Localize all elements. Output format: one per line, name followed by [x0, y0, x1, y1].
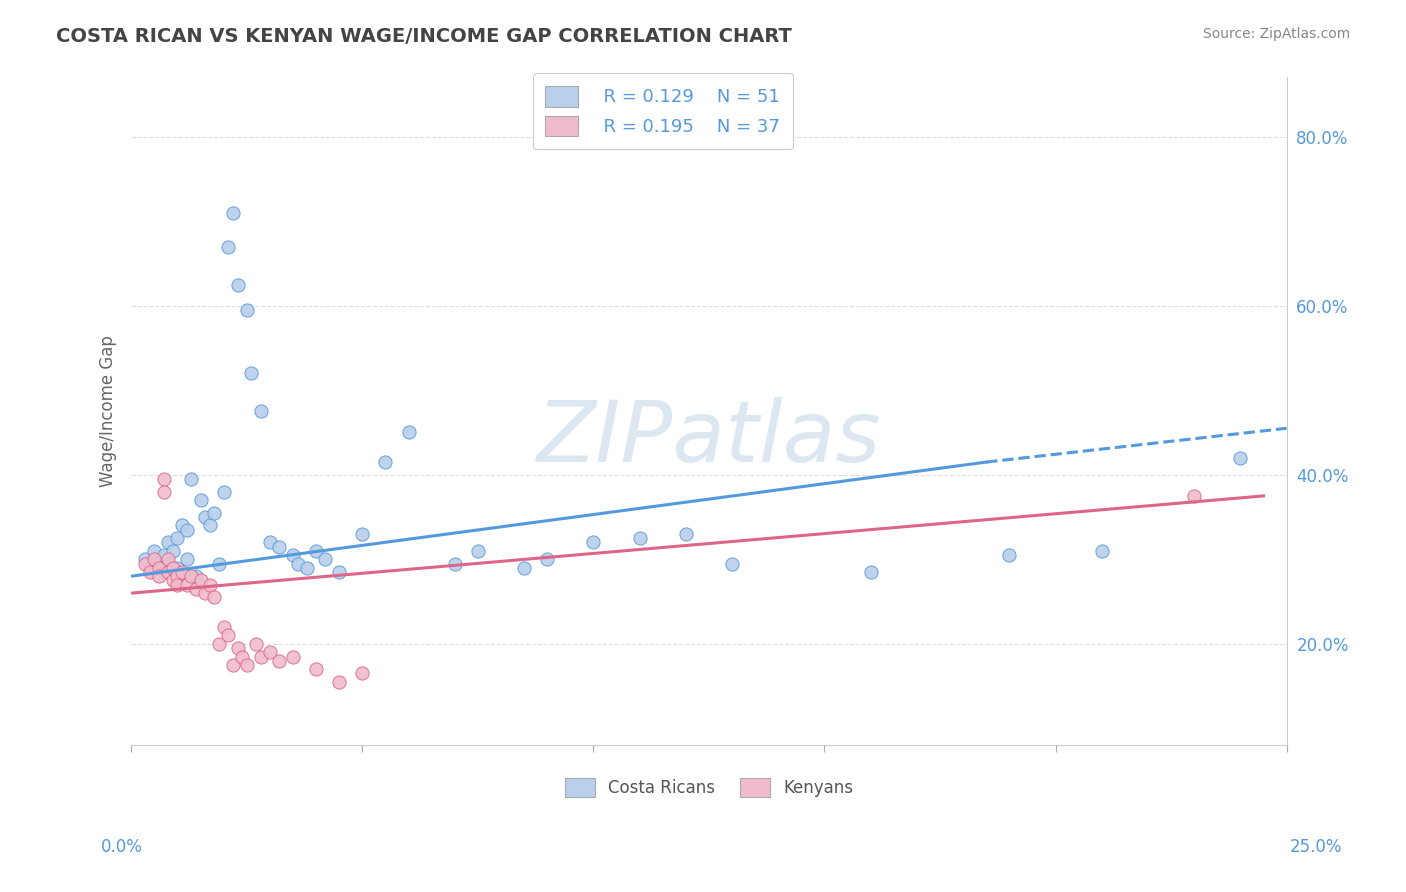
Point: [190, 574, 212, 588]
Point: [157, 565, 180, 579]
Text: Source: ZipAtlas.com: Source: ZipAtlas.com: [1202, 27, 1350, 41]
Point: [148, 561, 170, 575]
Point: [143, 544, 166, 558]
Point: [249, 404, 271, 418]
Point: [162, 574, 184, 588]
Point: [212, 620, 235, 634]
Point: [328, 674, 350, 689]
Point: [204, 506, 226, 520]
Point: [212, 484, 235, 499]
Point: [204, 591, 226, 605]
Point: [143, 552, 166, 566]
Point: [148, 557, 170, 571]
Point: [208, 557, 231, 571]
Point: [166, 569, 188, 583]
Point: [222, 657, 245, 672]
Point: [281, 649, 304, 664]
Point: [162, 561, 184, 575]
Point: [1182, 489, 1205, 503]
Point: [208, 637, 231, 651]
Point: [245, 637, 267, 651]
Point: [231, 649, 253, 664]
Point: [157, 557, 180, 571]
Legend: Costa Ricans, Kenyans: Costa Ricans, Kenyans: [558, 772, 860, 804]
Point: [134, 557, 156, 571]
Point: [240, 367, 263, 381]
Text: 25.0%: 25.0%: [1291, 838, 1343, 856]
Point: [398, 425, 420, 440]
Point: [176, 577, 198, 591]
Point: [157, 535, 180, 549]
Point: [180, 569, 202, 583]
Point: [269, 540, 291, 554]
Point: [305, 662, 328, 676]
Text: 0.0%: 0.0%: [101, 838, 143, 856]
Y-axis label: Wage/Income Gap: Wage/Income Gap: [100, 335, 117, 487]
Point: [443, 557, 465, 571]
Point: [194, 510, 217, 524]
Point: [162, 544, 184, 558]
Point: [1091, 544, 1114, 558]
Point: [148, 569, 170, 583]
Point: [138, 565, 160, 579]
Text: COSTA RICAN VS KENYAN WAGE/INCOME GAP CORRELATION CHART: COSTA RICAN VS KENYAN WAGE/INCOME GAP CO…: [56, 27, 792, 45]
Point: [287, 557, 309, 571]
Point: [1229, 450, 1251, 465]
Point: [172, 565, 194, 579]
Point: [998, 548, 1021, 562]
Point: [628, 531, 651, 545]
Point: [152, 484, 174, 499]
Point: [226, 277, 249, 292]
Point: [328, 565, 350, 579]
Point: [217, 239, 239, 253]
Point: [295, 561, 318, 575]
Point: [176, 523, 198, 537]
Point: [314, 552, 336, 566]
Point: [467, 544, 489, 558]
Point: [166, 577, 188, 591]
Point: [166, 531, 188, 545]
Point: [190, 493, 212, 508]
Point: [172, 518, 194, 533]
Point: [374, 455, 396, 469]
Point: [259, 535, 281, 549]
Point: [721, 557, 744, 571]
Point: [226, 641, 249, 656]
Point: [236, 657, 259, 672]
Point: [152, 548, 174, 562]
Point: [582, 535, 605, 549]
Point: [152, 472, 174, 486]
Point: [152, 565, 174, 579]
Point: [513, 561, 536, 575]
Point: [176, 552, 198, 566]
Point: [536, 552, 558, 566]
Point: [249, 649, 271, 664]
Point: [236, 302, 259, 317]
Point: [198, 577, 221, 591]
Point: [194, 586, 217, 600]
Point: [198, 518, 221, 533]
Point: [281, 548, 304, 562]
Point: [675, 527, 697, 541]
Point: [859, 565, 882, 579]
Point: [157, 552, 180, 566]
Point: [180, 472, 202, 486]
Point: [138, 561, 160, 575]
Point: [184, 582, 207, 596]
Text: ZIPatlas: ZIPatlas: [537, 397, 882, 480]
Point: [305, 544, 328, 558]
Point: [352, 666, 374, 681]
Point: [217, 628, 239, 642]
Point: [166, 561, 188, 575]
Point: [269, 654, 291, 668]
Point: [184, 569, 207, 583]
Point: [352, 527, 374, 541]
Point: [259, 645, 281, 659]
Point: [222, 205, 245, 219]
Point: [134, 552, 156, 566]
